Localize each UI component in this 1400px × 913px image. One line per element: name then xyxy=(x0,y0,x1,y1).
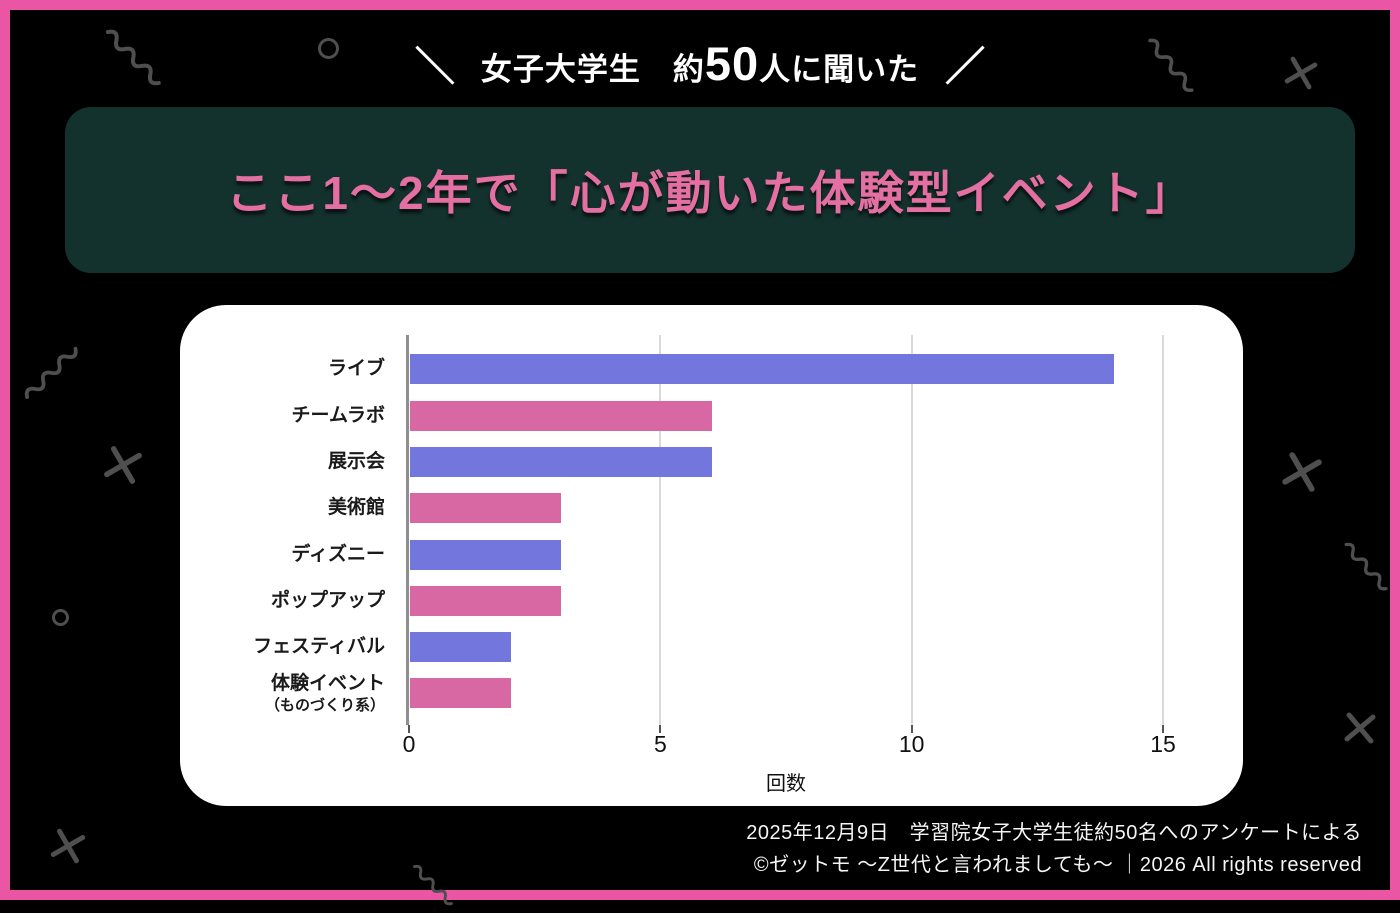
category-label-text: 展示会 xyxy=(327,450,385,472)
chart-bar xyxy=(410,678,511,709)
chart-bar xyxy=(410,585,561,616)
category-label-text: ライブ xyxy=(327,358,385,380)
category-label-text: （ものづくり系） xyxy=(264,696,385,714)
category-label-text: チームラボ xyxy=(291,404,385,426)
source-note: 2025年12月9日 学習院女子大学生徒約50名へのアンケートによる xyxy=(746,822,1362,844)
axis-tick xyxy=(659,725,662,733)
gridline xyxy=(659,335,662,725)
category-label-text: 美術館 xyxy=(327,497,385,519)
header-number: 50 xyxy=(704,37,760,90)
chart-bar xyxy=(410,446,712,477)
cross-icon xyxy=(1274,444,1330,500)
category-label-text: ディズニー xyxy=(291,543,385,565)
category-label: ライブ xyxy=(180,345,385,393)
x-tick-label: 10 xyxy=(898,731,925,757)
gridline xyxy=(1162,335,1165,725)
x-tick-label: 5 xyxy=(653,731,667,757)
right-slash-decoration: ／ xyxy=(945,45,986,89)
category-label-text: ポップアップ xyxy=(270,589,385,611)
squiggle-icon xyxy=(1337,536,1396,598)
category-label: 体験イベント （ものづくり系） xyxy=(180,669,385,717)
category-label: 展示会 xyxy=(180,438,385,486)
category-label: 美術館 xyxy=(180,484,385,532)
y-axis-line xyxy=(406,335,409,725)
bar-chart: 0 5 10 15 ライブチームラボ展示会美術館ディズニーポップアップフェスティバル体験… xyxy=(180,305,1243,806)
chart-bar xyxy=(410,493,561,524)
squiggle-icon xyxy=(18,338,86,406)
header-banner: ＼ 女子大学生 約 50 人に聞いた ／ xyxy=(10,34,1390,92)
axis-tick xyxy=(910,725,913,733)
x-tick-label: 15 xyxy=(1150,731,1176,757)
cross-icon xyxy=(1338,706,1381,749)
category-label: ディズニー xyxy=(180,531,385,579)
category-label-text: 体験イベント xyxy=(270,672,385,694)
x-tick-label: 0 xyxy=(402,731,416,757)
chart-bar xyxy=(410,632,511,663)
left-slash-decoration: ＼ xyxy=(414,45,455,89)
category-label: ポップアップ xyxy=(180,577,385,625)
circle-icon xyxy=(52,609,69,626)
axis-tick xyxy=(408,725,410,733)
cross-icon xyxy=(44,822,93,871)
category-label-text: フェスティバル xyxy=(253,636,385,658)
header-text: 人に聞いた xyxy=(759,52,920,87)
x-axis-label: 回数 xyxy=(766,773,807,795)
page-title: ここ1〜2年で「心が動いた体験型イベント」 xyxy=(226,167,1194,219)
squiggle-icon xyxy=(406,858,461,913)
chart-card: 0 5 10 15 ライブチームラボ展示会美術館ディズニーポップアップフェスティバル体験… xyxy=(180,305,1243,806)
circle-icon xyxy=(318,38,339,59)
chart-bar xyxy=(410,539,561,570)
gridline xyxy=(910,335,913,725)
chart-bar xyxy=(410,400,712,431)
header-text: 女子大学生 約 xyxy=(480,52,705,87)
copyright-note: ©ゼットモ 〜Z世代と言われましても〜 ｜2026 All rights res… xyxy=(753,854,1362,876)
chart-bar xyxy=(410,354,1114,385)
footer: 2025年12月9日 学習院女子大学生徒約50名へのアンケートによる ©ゼットモ… xyxy=(746,817,1362,881)
category-label: チームラボ xyxy=(180,392,385,440)
cross-icon xyxy=(96,438,150,492)
category-label: フェスティバル xyxy=(180,623,385,671)
axis-tick xyxy=(1162,725,1165,733)
title-banner: ここ1〜2年で「心が動いた体験型イベント」 xyxy=(65,107,1355,273)
